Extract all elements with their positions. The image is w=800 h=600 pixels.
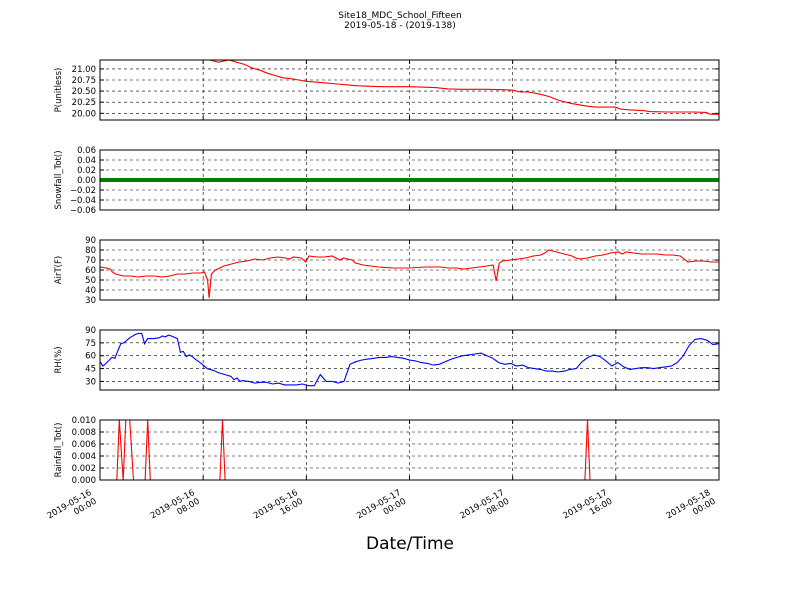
y-tick-label: 70 (85, 256, 96, 266)
y-tick-label: 30 (85, 377, 96, 387)
y-tick-label: 0.000 (72, 476, 96, 486)
y-tick-label: 0.04 (77, 156, 96, 166)
y-axis-label: Rainfall_Tot() (54, 423, 64, 478)
subplot-5: 0.000 0.002 0.004 0.006 0.008 0.010 Rainfall_T… (54, 416, 720, 486)
y-tick-label: 0.00 (77, 176, 96, 186)
y-tick-label: −0.06 (70, 206, 96, 216)
x-tick-label: 2019-05-1600:00 (46, 488, 99, 530)
series-line (100, 420, 719, 480)
y-axis-label: Snowfall_Tot() (54, 150, 64, 209)
y-tick-label: 20.00 (72, 109, 96, 119)
y-tick-label: 0.02 (77, 166, 96, 176)
series-line (100, 332, 719, 387)
series-line (100, 249, 719, 299)
chart-subtitle: 2019-05-18 - (2019-138) (344, 21, 456, 31)
y-tick-label: 50 (85, 276, 96, 286)
plot-frame (99, 419, 720, 481)
plot-frame (99, 329, 720, 391)
y-tick-label: 30 (85, 296, 96, 306)
y-tick-label: 20.25 (72, 98, 96, 108)
y-tick-label: 60 (85, 352, 96, 362)
chart-title: Site18_MDC_School_Fifteen (338, 11, 462, 21)
x-tick-label: 2019-05-1608:00 (149, 488, 202, 530)
plot-frame (99, 149, 720, 211)
plot-frame (99, 59, 720, 121)
y-tick-label: 60 (85, 266, 96, 276)
x-tick-label: 2019-05-1708:00 (458, 488, 511, 530)
y-tick-label: 0.006 (72, 440, 96, 450)
y-tick-label: 80 (85, 246, 96, 256)
x-tick-label: 2019-05-1616:00 (252, 488, 305, 530)
y-tick-label: 0.008 (72, 428, 96, 438)
y-tick-label: 90 (85, 326, 96, 336)
series-line (100, 60, 719, 115)
y-tick-label: 0.002 (72, 464, 96, 474)
y-tick-label: 20.50 (72, 87, 96, 97)
y-tick-label: −0.02 (70, 186, 96, 196)
y-tick-label: −0.04 (70, 196, 96, 206)
x-axis-label: Date/Time (366, 534, 454, 554)
y-axis-label: AirT(F) (54, 256, 64, 284)
y-tick-label: 0.010 (72, 416, 96, 426)
y-tick-label: 75 (85, 339, 96, 349)
y-tick-label: 20.75 (72, 76, 96, 86)
x-tick-label: 2019-05-1700:00 (355, 488, 408, 530)
x-tick-label: 2019-05-1716:00 (562, 488, 615, 530)
y-axis-label: P(unitless) (54, 68, 64, 113)
subplot-2: −0.06−0.04−0.020.000.020.040.06 Snowfall_… (54, 146, 720, 216)
y-tick-label: 0.004 (72, 452, 96, 462)
x-tick-label: 2019-05-1800:00 (665, 488, 718, 530)
y-tick-label: 90 (85, 236, 96, 246)
y-tick-label: 21.00 (72, 65, 96, 75)
y-tick-label: 45 (85, 365, 96, 375)
subplot-4: 30 45 60 75 90 RH(%) (54, 326, 720, 391)
y-tick-label: 40 (85, 286, 96, 296)
y-tick-label: 0.06 (77, 146, 96, 156)
plot-frame (99, 239, 720, 301)
y-axis-label: RH(%) (54, 346, 64, 373)
